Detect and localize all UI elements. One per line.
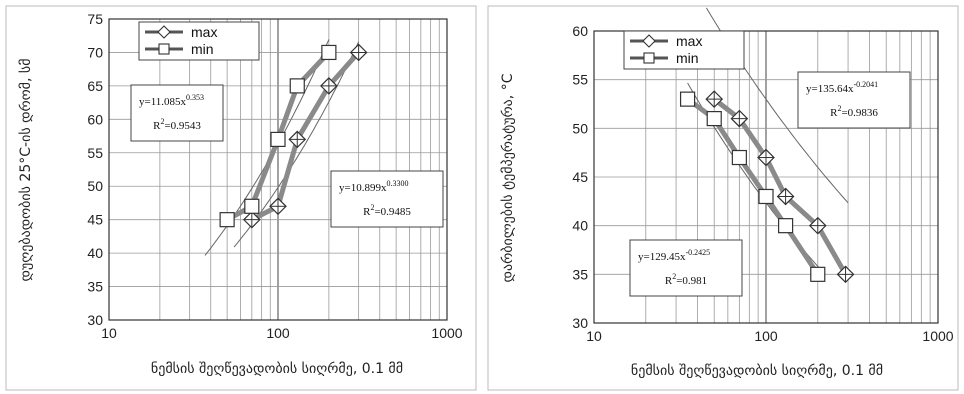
chart2-series-max-point <box>705 90 724 108</box>
chart2-y-tick-label: 40 <box>572 218 588 234</box>
chart2-series-min-point <box>679 91 696 107</box>
chart2-series-min-point <box>810 266 826 282</box>
chart2-y-axis-label: დარბილების ტემპერატურა, °C <box>499 73 516 282</box>
chart1-series-max-point <box>269 197 287 216</box>
chart1-y-tick-label: 75 <box>87 11 103 27</box>
chart1-x-axis-label: ნემსის შეღწევადობის სიღრმე, 0.1 მმ <box>151 360 403 377</box>
chart1-y-tick-label: 35 <box>87 279 103 295</box>
chart1-annotation-equation: y=10.899x0.3300 <box>339 179 408 194</box>
chart1-annotation-2: y=10.899x0.3300 R2=0.9485 <box>330 170 444 228</box>
chart2-legend-marker-max <box>642 34 656 48</box>
chart-right: 30 35 40 45 50 55 60 10 100 1000 ნემსის შეღწევადობ… <box>482 0 964 394</box>
chart2-y-tick-label: 60 <box>572 23 588 39</box>
chart1-annotation-r2: R2=0.9485 <box>363 203 411 218</box>
chart1-y-tick-label: 50 <box>87 178 103 194</box>
chart1-series-max-point <box>242 210 261 229</box>
chart1-y-axis-label: დუღებადობის 25°C-ის დრომ, სმ <box>17 58 34 281</box>
chart2-annotation-r2: R2=0.9836 <box>830 104 878 119</box>
chart1-y-tick-label: 55 <box>87 145 103 161</box>
chart1-legend-marker-min <box>158 43 170 55</box>
chart1-annotation-r2: R2=0.9543 <box>153 117 201 132</box>
chart2-y-tick-label: 30 <box>572 315 588 331</box>
chart1-x-tick-label: 100 <box>266 325 290 341</box>
chart2-series-min-point <box>706 110 722 127</box>
chart1-legend-label-min: min <box>191 41 214 57</box>
chart1-series-min-point <box>270 131 286 147</box>
chart1-series-max <box>242 43 368 229</box>
chart1-series-min <box>219 44 337 228</box>
chart2-y-tick-label: 35 <box>572 266 588 282</box>
chart1-legend-label-max: max <box>191 24 217 40</box>
chart2-series-max-point <box>730 109 749 128</box>
chart2-series-min-point <box>758 188 774 205</box>
chart2-annotation-equation: y=135.64x-0.2041 <box>806 80 878 95</box>
chart1-series-min-point <box>321 44 337 61</box>
chart1-axes-box <box>108 18 448 321</box>
chart1-y-tick-label: 60 <box>87 111 103 127</box>
chart2-series-max-point <box>776 187 795 206</box>
chart2-annotation-box <box>797 71 911 129</box>
chart2-series-max-point <box>808 216 827 235</box>
chart1-y-tick-label: 70 <box>87 44 103 60</box>
chart1-annotation-box <box>130 84 224 142</box>
chart1-y-tick-label: 45 <box>87 212 103 228</box>
chart1-series-max-point <box>320 77 338 95</box>
chart2-x-tick-label: 100 <box>754 328 778 344</box>
chart2-series-max-point <box>836 265 855 284</box>
chart2-annotation-r2: R2=0.981 <box>665 272 707 287</box>
chart2-y-tick-label: 45 <box>572 169 588 185</box>
chart1-x-tick-label: 1000 <box>431 325 462 341</box>
chart1-annotation-box <box>330 170 444 228</box>
chart1-y-tick-label: 40 <box>87 245 103 261</box>
chart2-x-tick-label: 1000 <box>922 328 953 344</box>
chart2-series-min <box>679 91 826 282</box>
chart2-annotation-equation: y=129.45x-0.2425 <box>638 248 710 263</box>
chart2-legend-label-min: min <box>676 50 699 66</box>
chart2-annotation-2: y=129.45x-0.2425 R2=0.981 <box>629 239 743 297</box>
chart1-series-min-point <box>244 198 260 214</box>
chart2-axes-box <box>593 30 939 324</box>
chart-right-svg: 30 35 40 45 50 55 60 10 100 1000 ნემსის შეღწევადობ… <box>487 5 959 391</box>
chart1-x-tick-label: 10 <box>101 325 117 341</box>
chart1-series-max-point <box>288 130 307 149</box>
chart2-legend-label-max: max <box>676 33 702 49</box>
chart2-annotation-1: y=135.64x-0.2041 R2=0.9836 <box>797 71 911 129</box>
chart2-y-tick-label: 50 <box>572 120 588 136</box>
chart2-x-axis-label: ნემსის შეღწევადობის სიღრმე, 0.1 მმ <box>631 362 883 379</box>
chart1-y-tick-label: 65 <box>87 78 103 94</box>
chart-left: 30 35 40 45 50 55 60 65 70 75 10 100 1000 ნემსის შეღწ… <box>5 5 477 391</box>
chart1-annotation-equation: y=11.085x0.353 <box>139 93 204 108</box>
chart1-series-min-point <box>219 212 235 228</box>
chart2-series-max <box>705 90 855 284</box>
chart1-annotation-1: y=11.085x0.353 R2=0.9543 <box>130 84 224 142</box>
chart2-series-min-point <box>777 218 794 234</box>
chart1-series-max-point <box>349 43 368 62</box>
chart2-x-tick-label: 10 <box>586 328 602 344</box>
chart2-legend-marker-min <box>643 52 655 64</box>
chart2-y-tick-label: 55 <box>572 72 588 88</box>
chart2-annotation-box <box>629 239 743 297</box>
chart1-grid <box>109 18 447 321</box>
chart-left-svg: 30 35 40 45 50 55 60 65 70 75 10 100 1000 ნემსის შეღწ… <box>5 5 477 391</box>
chart2-series-max-point <box>757 148 775 167</box>
chart1-series-min-point <box>289 78 305 94</box>
chart1-y-tick-label: 30 <box>87 312 103 328</box>
chart2-series-min-point <box>731 149 747 166</box>
chart1-legend-marker-max <box>157 25 171 39</box>
